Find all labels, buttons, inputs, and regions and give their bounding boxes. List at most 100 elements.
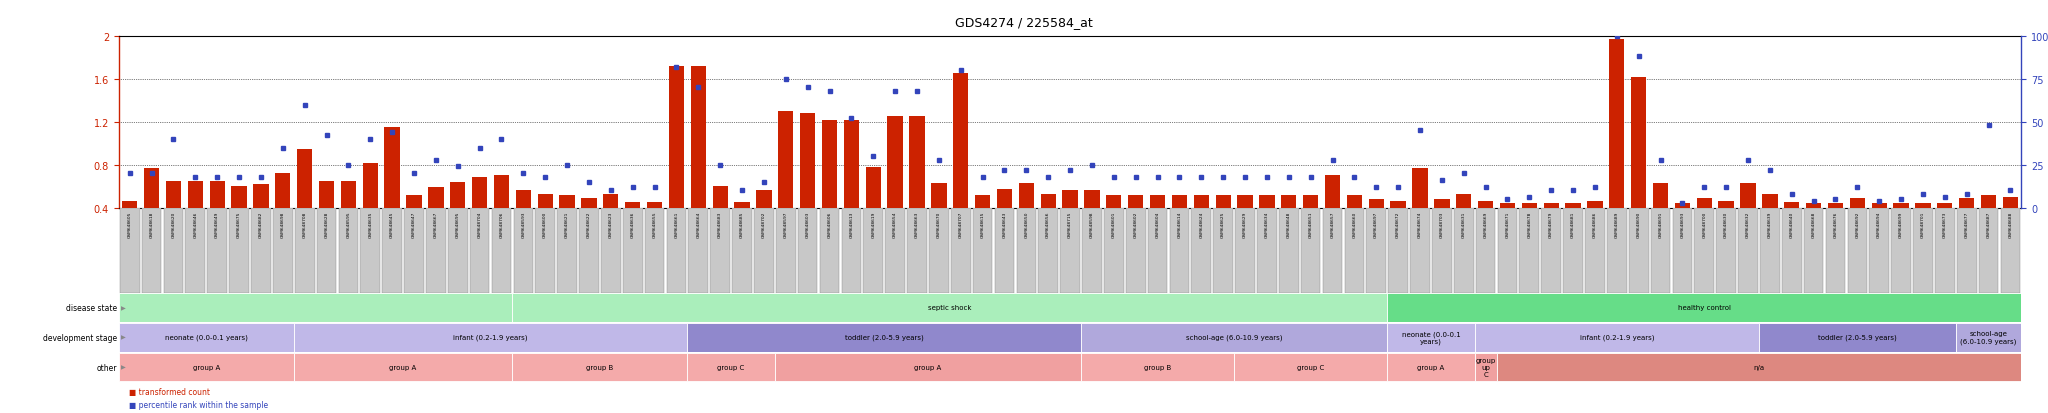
- Bar: [1587, 202, 1604, 208]
- Bar: [1413, 169, 1427, 208]
- Bar: [1300, 208, 1321, 293]
- Bar: [1741, 183, 1755, 208]
- Bar: [385, 128, 399, 208]
- Bar: [514, 208, 532, 293]
- Bar: [426, 208, 446, 293]
- Text: GSM648672: GSM648672: [1397, 211, 1401, 237]
- Bar: [1870, 208, 1888, 293]
- Bar: [1759, 208, 1780, 293]
- Bar: [1106, 195, 1122, 208]
- Text: GSM648648: GSM648648: [1286, 211, 1290, 237]
- Text: neonate (0.0-0.1
years): neonate (0.0-0.1 years): [1401, 330, 1460, 344]
- Text: GSM648629: GSM648629: [1243, 211, 1247, 237]
- Bar: [1675, 204, 1690, 208]
- Text: GSM648622: GSM648622: [588, 211, 592, 237]
- Text: GSM648692: GSM648692: [1855, 211, 1860, 237]
- Bar: [778, 112, 793, 208]
- Bar: [1257, 208, 1276, 293]
- Text: GSM648647: GSM648647: [412, 211, 416, 237]
- Text: GSM648598: GSM648598: [1090, 211, 1094, 237]
- Bar: [121, 208, 139, 293]
- Bar: [469, 208, 489, 293]
- Bar: [1386, 353, 1475, 382]
- Bar: [670, 67, 684, 208]
- Bar: [512, 353, 688, 382]
- Text: GSM648663: GSM648663: [915, 211, 920, 237]
- Bar: [1169, 208, 1190, 293]
- Bar: [295, 208, 315, 293]
- Bar: [209, 181, 225, 208]
- Bar: [1520, 208, 1540, 293]
- Bar: [713, 187, 727, 208]
- Bar: [188, 181, 203, 208]
- Text: GSM648630: GSM648630: [1724, 211, 1729, 237]
- Bar: [1456, 194, 1470, 208]
- Bar: [580, 208, 598, 293]
- Bar: [1235, 353, 1386, 382]
- Bar: [688, 208, 709, 293]
- Text: group
up
C: group up C: [1475, 357, 1495, 377]
- Text: septic shock: septic shock: [928, 305, 971, 311]
- Text: GSM648700: GSM648700: [1702, 211, 1706, 237]
- Bar: [1565, 204, 1581, 208]
- Bar: [1585, 208, 1606, 293]
- Text: GSM648618: GSM648618: [150, 211, 154, 237]
- Bar: [1016, 208, 1036, 293]
- Bar: [1081, 323, 1386, 352]
- Text: GSM648613: GSM648613: [850, 211, 854, 237]
- Text: GSM648702: GSM648702: [762, 211, 766, 237]
- Text: GSM648686: GSM648686: [1593, 211, 1597, 237]
- Text: GSM648646: GSM648646: [193, 211, 197, 237]
- Bar: [1479, 202, 1493, 208]
- Bar: [338, 208, 358, 293]
- Bar: [711, 208, 729, 293]
- Text: GSM648654: GSM648654: [893, 211, 897, 237]
- Bar: [756, 191, 772, 208]
- Bar: [557, 208, 578, 293]
- Text: n/a: n/a: [1753, 364, 1765, 370]
- Text: GSM648706: GSM648706: [500, 211, 504, 237]
- Text: GSM648632: GSM648632: [1747, 211, 1749, 237]
- Bar: [293, 323, 688, 352]
- Bar: [1761, 194, 1778, 208]
- Bar: [141, 208, 162, 293]
- Text: ▶: ▶: [121, 365, 125, 370]
- Text: GSM648670: GSM648670: [936, 211, 940, 237]
- Bar: [1192, 208, 1210, 293]
- Bar: [1890, 208, 1911, 293]
- Bar: [735, 203, 750, 208]
- Text: toddler (2.0-5.9 years): toddler (2.0-5.9 years): [846, 334, 924, 341]
- Bar: [406, 195, 422, 208]
- Text: GSM648660: GSM648660: [1352, 211, 1356, 237]
- Bar: [1040, 194, 1057, 208]
- Bar: [932, 183, 946, 208]
- Text: GSM648628: GSM648628: [324, 211, 328, 237]
- Text: GSM648687: GSM648687: [1987, 211, 1991, 237]
- Text: GSM648697: GSM648697: [1374, 211, 1378, 237]
- Text: GSM648600: GSM648600: [543, 211, 547, 237]
- Text: GSM648625: GSM648625: [1221, 211, 1225, 237]
- Bar: [1081, 353, 1235, 382]
- Bar: [1935, 208, 1954, 293]
- Text: group A: group A: [193, 364, 219, 370]
- Text: group B: group B: [586, 364, 614, 370]
- Bar: [1937, 204, 1952, 208]
- Text: GSM648695: GSM648695: [457, 211, 459, 237]
- Bar: [492, 208, 512, 293]
- Text: group B: group B: [1145, 364, 1171, 370]
- Text: GSM648623: GSM648623: [608, 211, 612, 237]
- Bar: [975, 195, 991, 208]
- Bar: [207, 208, 227, 293]
- Text: GSM648683: GSM648683: [719, 211, 723, 237]
- Text: group C: group C: [1296, 364, 1325, 370]
- Text: GSM648643: GSM648643: [1001, 211, 1006, 237]
- Bar: [1628, 208, 1649, 293]
- Bar: [1894, 204, 1909, 208]
- Bar: [1104, 208, 1124, 293]
- Bar: [1915, 204, 1931, 208]
- Text: other: other: [96, 363, 117, 372]
- Bar: [254, 185, 268, 208]
- Text: disease state: disease state: [66, 303, 117, 312]
- Bar: [272, 208, 293, 293]
- Bar: [274, 174, 291, 208]
